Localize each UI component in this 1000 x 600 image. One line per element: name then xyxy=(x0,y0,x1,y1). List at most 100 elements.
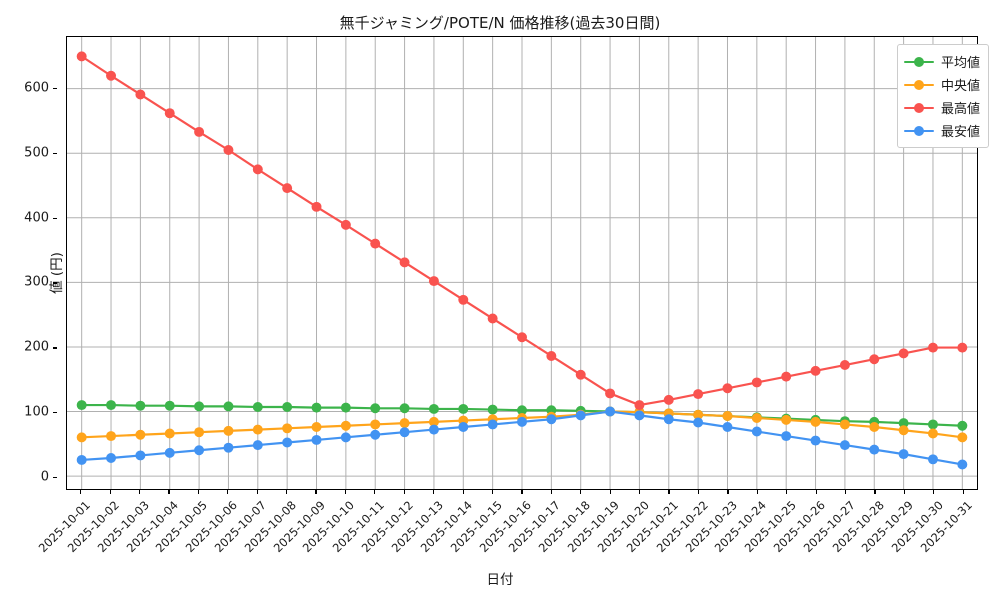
legend-label: 最安値 xyxy=(940,125,980,140)
data-point xyxy=(927,454,938,465)
x-tick-mark xyxy=(256,490,258,494)
data-point xyxy=(722,383,733,394)
y-tick-mark xyxy=(53,477,57,479)
y-tick-label: 0 xyxy=(40,469,49,485)
data-point xyxy=(311,201,322,212)
x-tick-mark xyxy=(197,490,199,494)
legend-item-中央値: 中央値 xyxy=(903,73,980,96)
series-最安値 xyxy=(76,406,968,470)
x-tick-mark xyxy=(727,490,729,494)
chart-title: 無千ジャミング/POTE/N 価格推移(過去30日間) xyxy=(339,14,661,32)
x-tick-mark xyxy=(403,490,405,494)
data-point xyxy=(223,425,234,436)
data-point xyxy=(458,422,469,432)
data-point xyxy=(164,108,175,119)
y-tick-label: 400 xyxy=(24,210,49,226)
x-tick-mark xyxy=(286,490,288,494)
legend-marker-dot xyxy=(913,56,924,67)
series-最高値 xyxy=(76,51,968,411)
data-point xyxy=(282,423,293,434)
data-point xyxy=(839,360,850,371)
data-point xyxy=(282,402,293,412)
x-axis-label: 日付 xyxy=(486,572,514,588)
x-tick-mark xyxy=(903,490,906,494)
data-point xyxy=(223,442,234,453)
data-point xyxy=(781,414,792,425)
data-point xyxy=(428,416,439,427)
data-point xyxy=(869,354,880,365)
y-tick-mark xyxy=(53,87,57,90)
y-tick-mark xyxy=(53,282,57,284)
data-point xyxy=(340,432,351,443)
legend-swatch-icon xyxy=(903,55,934,69)
y-tick-mark xyxy=(53,152,57,154)
data-point xyxy=(517,405,527,416)
data-point xyxy=(370,403,381,414)
data-point xyxy=(194,445,205,456)
x-tick-mark xyxy=(580,490,582,494)
data-point xyxy=(340,219,351,230)
data-point xyxy=(751,412,762,423)
data-point xyxy=(311,422,322,432)
x-tick-mark xyxy=(521,490,523,494)
data-point xyxy=(252,402,263,412)
data-point xyxy=(194,126,205,137)
x-tick-mark xyxy=(815,490,817,494)
y-tick-mark xyxy=(53,347,57,349)
data-point xyxy=(428,424,439,435)
data-point xyxy=(898,425,909,436)
y-tick-mark xyxy=(53,217,57,219)
x-tick-mark xyxy=(668,490,670,494)
x-tick-mark xyxy=(933,490,935,494)
data-point xyxy=(164,400,175,411)
x-tick-mark xyxy=(550,490,552,494)
data-point xyxy=(575,369,586,380)
data-point xyxy=(957,459,968,470)
data-point xyxy=(252,440,263,451)
data-point xyxy=(106,453,117,463)
x-tick-mark xyxy=(639,490,641,494)
x-tick-mark xyxy=(697,490,700,494)
data-point xyxy=(781,431,792,442)
x-tick-mark xyxy=(344,490,347,494)
series-line xyxy=(80,55,964,407)
data-point xyxy=(223,401,234,412)
data-point xyxy=(135,450,146,461)
x-tick-mark xyxy=(80,490,82,494)
legend-label: 最高値 xyxy=(940,102,980,117)
data-point xyxy=(517,416,527,427)
legend-label: 平均値 xyxy=(940,56,980,71)
data-point xyxy=(546,414,557,425)
x-tick-mark xyxy=(315,490,317,494)
data-point xyxy=(927,342,938,353)
data-point xyxy=(311,434,322,445)
data-point xyxy=(722,422,733,432)
data-point xyxy=(869,422,880,432)
y-tick-label: 200 xyxy=(24,339,49,355)
data-point xyxy=(340,402,351,413)
data-point xyxy=(370,419,381,430)
legend-item-平均値: 平均値 xyxy=(903,50,980,73)
x-tick-mark xyxy=(609,490,611,494)
data-point xyxy=(458,294,469,305)
data-point xyxy=(135,89,146,100)
data-point xyxy=(898,418,909,429)
legend-marker-dot xyxy=(913,125,924,136)
data-point xyxy=(693,417,704,428)
data-point xyxy=(751,377,762,388)
data-point xyxy=(282,183,293,194)
data-point xyxy=(194,427,205,438)
data-point xyxy=(399,427,410,438)
x-tick-mark xyxy=(874,490,876,494)
legend-item-最高値: 最高値 xyxy=(903,96,980,119)
x-tick-mark xyxy=(845,490,847,494)
data-series-layer xyxy=(76,51,968,470)
data-point xyxy=(487,313,498,324)
data-point xyxy=(223,145,234,155)
data-point xyxy=(693,409,704,420)
data-point xyxy=(428,403,439,414)
data-point xyxy=(194,401,205,412)
data-point xyxy=(487,419,498,430)
x-tick-mark xyxy=(227,490,229,494)
